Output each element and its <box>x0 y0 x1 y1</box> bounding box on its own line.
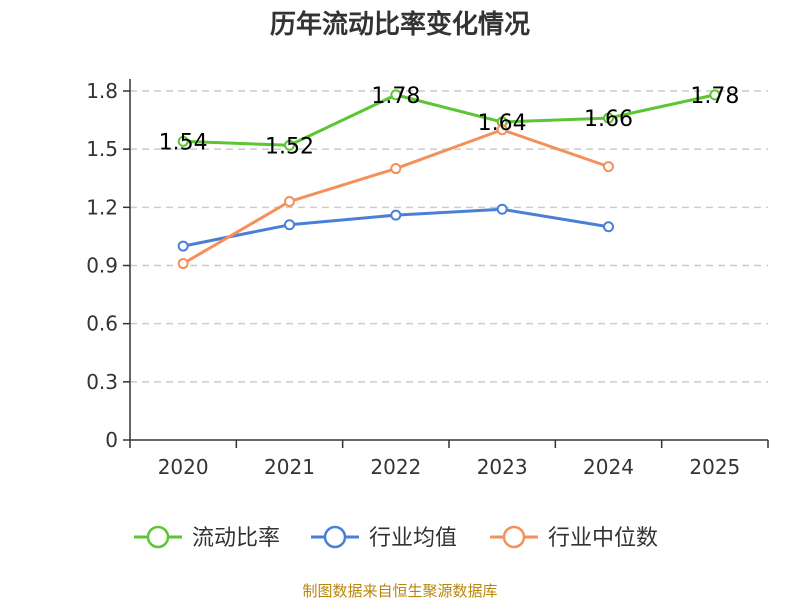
legend-marker-icon <box>146 525 170 549</box>
data-label: 1.66 <box>584 107 633 132</box>
series <box>177 89 721 270</box>
data-point[interactable] <box>390 89 402 101</box>
x-tick-label: 2023 <box>477 455 528 479</box>
data-label: 1.54 <box>159 130 208 155</box>
y-tick-label: 0.6 <box>86 312 118 336</box>
data-label: 1.52 <box>265 134 314 159</box>
data-point[interactable] <box>284 196 295 208</box>
y-tick-label: 0.9 <box>86 254 118 278</box>
x-tick-label: 2022 <box>370 455 421 479</box>
x-tick-label: 2021 <box>264 455 315 479</box>
y-tick-label: 0 <box>105 428 118 452</box>
x-tick-label: 2020 <box>158 455 209 479</box>
data-point[interactable] <box>603 112 614 124</box>
grid <box>130 90 768 383</box>
data-point[interactable] <box>390 163 402 175</box>
chart-title: 历年流动比率变化情况 <box>270 9 530 40</box>
data-labels: 1.54 1.52 1.78 1.64 1.66 1.78 <box>159 84 740 159</box>
legend-label: 流动比率 <box>192 526 280 551</box>
data-label: 1.64 <box>478 111 527 136</box>
data-label: 1.78 <box>371 84 420 109</box>
data-point[interactable] <box>603 221 614 233</box>
data-point[interactable] <box>496 203 508 215</box>
data-point[interactable] <box>177 135 189 147</box>
legend-marker-icon <box>323 525 347 549</box>
y-tick-label: 1.5 <box>86 137 118 161</box>
legend-label: 行业中位数 <box>548 526 658 551</box>
data-point[interactable] <box>496 124 508 136</box>
data-point[interactable] <box>390 209 402 221</box>
data-point[interactable] <box>177 240 189 252</box>
y-tick-label: 1.8 <box>86 79 118 103</box>
data-point[interactable] <box>177 258 189 270</box>
data-point[interactable] <box>284 139 295 151</box>
legend-marker-icon <box>502 525 526 549</box>
series-0 <box>177 89 721 151</box>
data-point[interactable] <box>603 161 614 173</box>
x-tick-label: 2025 <box>689 455 740 479</box>
axes: 0 0.3 0.6 0.9 1.2 1.5 1.8 2020 2021 2022 2023 2024 2… <box>86 79 769 479</box>
data-point[interactable] <box>284 219 295 231</box>
x-tick-label: 2024 <box>583 455 634 479</box>
data-point[interactable] <box>709 89 721 101</box>
legend-item[interactable]: 行业中位数 <box>490 525 658 551</box>
series-line <box>183 93 716 147</box>
data-label: 1.78 <box>690 84 739 109</box>
legend-label: 行业均值 <box>369 526 457 551</box>
source-note: 制图数据来自恒生聚源数据库 <box>302 582 497 600</box>
series-2 <box>177 124 614 270</box>
legend-item[interactable]: 流动比率 <box>134 525 280 551</box>
series-1 <box>177 203 614 252</box>
y-tick-label: 1.2 <box>86 195 118 219</box>
legend[interactable]: 流动比率 行业均值 行业中位数 <box>134 525 658 551</box>
y-tick-label: 0.3 <box>86 370 118 394</box>
legend-item[interactable]: 行业均值 <box>311 525 457 551</box>
